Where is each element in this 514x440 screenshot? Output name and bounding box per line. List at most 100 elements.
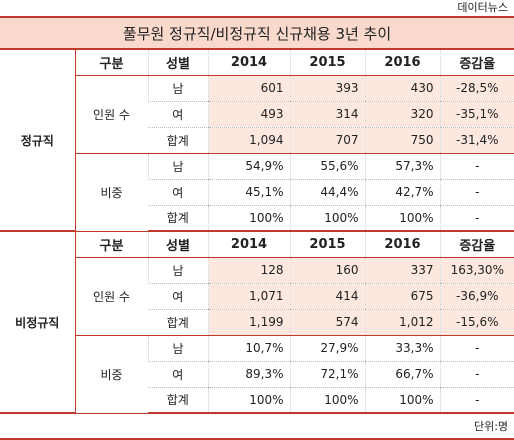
data-row: 여 1,071 414 675 -36,9% — [0, 283, 514, 310]
column-header: 2015 — [289, 49, 365, 76]
group-label: 비중 — [75, 335, 148, 414]
value-cell: - — [439, 335, 514, 362]
value-cell: 1,094 — [207, 127, 290, 154]
value-cell: -31,4% — [439, 127, 514, 154]
value-cell: 66,7% — [364, 361, 440, 388]
value-cell: 10,7% — [207, 335, 290, 362]
value-cell: 100% — [289, 205, 365, 232]
data-row: 여 493 314 320 -35,1% — [0, 101, 514, 128]
value-cell: -36,9% — [439, 283, 514, 310]
data-row: 합계 100% 100% 100% - — [0, 387, 514, 414]
gender-cell: 여 — [148, 101, 208, 128]
value-cell: 1,071 — [207, 283, 290, 310]
value-cell: 163,30% — [439, 257, 514, 284]
data-row: 합계 100% 100% 100% - — [0, 205, 514, 232]
section-label: 비정규직 — [0, 231, 76, 414]
value-cell: 100% — [364, 387, 440, 414]
value-cell: 314 — [289, 101, 365, 128]
column-header: 구분 — [74, 231, 148, 258]
data-row: 비중 남 54,9% 55,6% 57,3% - — [0, 153, 514, 232]
section-label: 정규직 — [0, 49, 76, 232]
data-row: 인원 수 남 128 160 337 163,30% — [0, 257, 514, 336]
column-header: 성별 — [147, 49, 208, 76]
value-cell: 1,012 — [364, 309, 440, 336]
data-row: 여 45,1% 44,4% 42,7% - — [0, 179, 514, 206]
value-cell: - — [439, 361, 514, 388]
header-row: 정규직 구분 성별 2014 2015 2016 증감율 — [0, 49, 514, 232]
gender-cell: 여 — [148, 179, 208, 206]
data-row: 인원 수 남 601 393 430 -28,5% — [0, 75, 514, 154]
column-header: 구분 — [74, 49, 148, 76]
gender-cell: 남 — [147, 335, 208, 362]
value-cell: -35,1% — [439, 101, 514, 128]
gender-cell: 남 — [147, 75, 208, 102]
data-row: 비중 남 10,7% 27,9% 33,3% - — [0, 335, 514, 414]
value-cell: 45,1% — [207, 179, 290, 206]
value-cell: 430 — [364, 75, 440, 102]
value-cell: 27,9% — [289, 335, 365, 362]
value-cell: - — [439, 205, 514, 232]
group-label: 인원 수 — [75, 257, 148, 336]
group-label: 인원 수 — [75, 75, 148, 154]
value-cell: 675 — [364, 283, 440, 310]
value-cell: -15,6% — [439, 309, 514, 336]
header-row: 비정규직 구분 성별 2014 2015 2016 증감율 — [0, 231, 514, 414]
value-cell: 414 — [289, 283, 365, 310]
value-cell: 44,4% — [289, 179, 365, 206]
gender-cell: 합계 — [148, 387, 208, 414]
gender-cell: 여 — [148, 283, 208, 310]
value-cell: 1,199 — [207, 309, 290, 336]
column-header: 성별 — [147, 231, 208, 258]
column-header: 2015 — [289, 231, 365, 258]
gender-cell: 여 — [148, 361, 208, 388]
value-cell: 54,9% — [207, 153, 290, 180]
gender-cell: 합계 — [148, 127, 208, 154]
column-header: 2014 — [207, 49, 290, 76]
column-header: 증감율 — [439, 49, 514, 76]
value-cell: 337 — [364, 257, 440, 284]
source-label: 데이터뉴스 — [457, 1, 508, 14]
data-table: 풀무원 정규직/비정규직 신규채용 3년 추이 정규직 구분 성별 2014 2015 2… — [0, 16, 514, 440]
value-cell: 393 — [289, 75, 365, 102]
table-title: 풀무원 정규직/비정규직 신규채용 3년 추이 — [0, 16, 514, 50]
data-row: 합계 1,094 707 750 -31,4% — [0, 127, 514, 154]
unit-note: 단위:명 — [0, 413, 514, 440]
value-cell: 750 — [364, 127, 440, 154]
value-cell: 160 — [289, 257, 365, 284]
value-cell: 55,6% — [289, 153, 365, 180]
value-cell: 100% — [289, 387, 365, 414]
value-cell: 57,3% — [364, 153, 440, 180]
column-header: 2014 — [207, 231, 290, 258]
data-row: 여 89,3% 72,1% 66,7% - — [0, 361, 514, 388]
value-cell: 707 — [289, 127, 365, 154]
gender-cell: 합계 — [148, 309, 208, 336]
footer-row: 단위:명 — [0, 413, 514, 440]
value-cell: 100% — [207, 205, 290, 232]
value-cell: 100% — [364, 205, 440, 232]
value-cell: 33,3% — [364, 335, 440, 362]
title-row: 풀무원 정규직/비정규직 신규채용 3년 추이 — [0, 16, 514, 50]
value-cell: 100% — [207, 387, 290, 414]
value-cell: -28,5% — [439, 75, 514, 102]
table-body: 풀무원 정규직/비정규직 신규채용 3년 추이 정규직 구분 성별 2014 2015 2… — [0, 16, 514, 440]
value-cell: - — [439, 153, 514, 180]
gender-cell: 남 — [147, 257, 208, 284]
value-cell: 42,7% — [364, 179, 440, 206]
value-cell: 89,3% — [207, 361, 290, 388]
value-cell: 72,1% — [289, 361, 365, 388]
value-cell: 601 — [207, 75, 290, 102]
value-cell: - — [439, 387, 514, 414]
data-row: 합계 1,199 574 1,012 -15,6% — [0, 309, 514, 336]
gender-cell: 남 — [147, 153, 208, 180]
group-label: 비중 — [75, 153, 148, 232]
value-cell: 128 — [207, 257, 290, 284]
value-cell: 574 — [289, 309, 365, 336]
column-header: 2016 — [364, 49, 440, 76]
gender-cell: 합계 — [148, 205, 208, 232]
value-cell: - — [439, 179, 514, 206]
column-header: 2016 — [364, 231, 440, 258]
column-header: 증감율 — [439, 231, 514, 258]
value-cell: 493 — [207, 101, 290, 128]
value-cell: 320 — [364, 101, 440, 128]
